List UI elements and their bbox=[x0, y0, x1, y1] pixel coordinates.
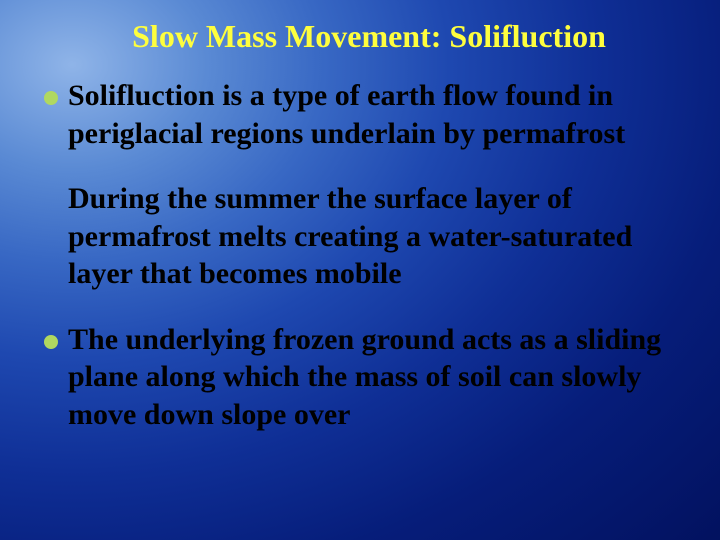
bullet-text-1: During the summer the surface layer of p… bbox=[68, 180, 684, 293]
bullet-item-2: The underlying frozen ground acts as a s… bbox=[44, 321, 684, 434]
bullet-item-0: Solifluction is a type of earth flow fou… bbox=[44, 77, 684, 152]
bullet-text-0: Solifluction is a type of earth flow fou… bbox=[68, 77, 684, 152]
bullet-icon bbox=[44, 91, 58, 105]
bullet-text-2: The underlying frozen ground acts as a s… bbox=[68, 321, 684, 434]
slide: Slow Mass Movement: Solifluction Soliflu… bbox=[0, 0, 720, 540]
slide-title: Slow Mass Movement: Solifluction bbox=[54, 18, 684, 55]
bullet-icon bbox=[44, 335, 58, 349]
